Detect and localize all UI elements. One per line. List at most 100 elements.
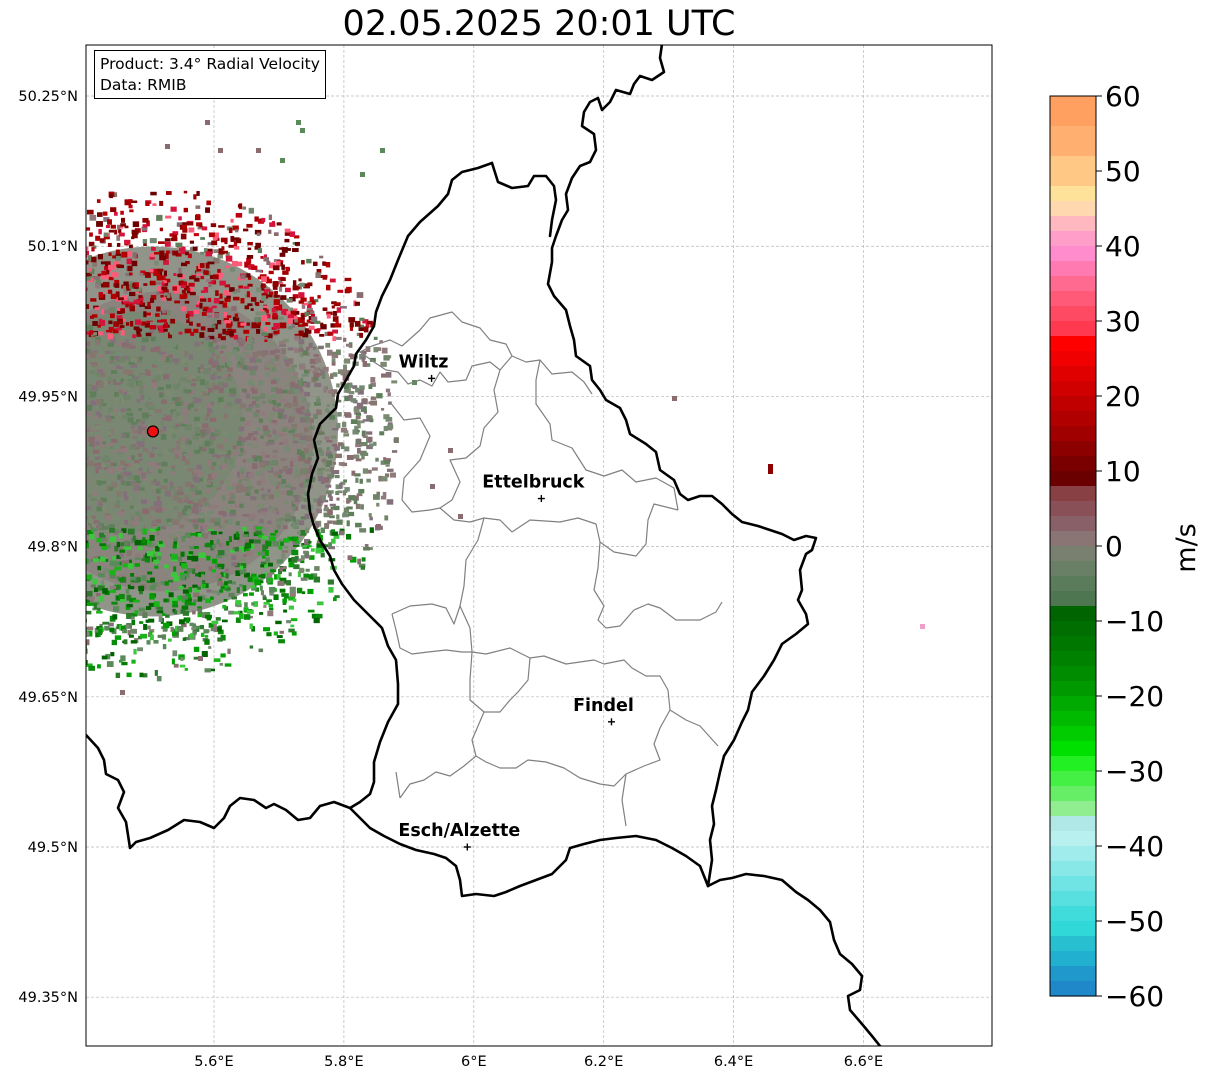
canton-boundary-wiltz-diekirch [439,369,501,509]
colorbar-segment [1050,801,1096,817]
colorbar-segment [1050,486,1096,502]
colorbar-segment [1050,786,1096,802]
colorbar-segment [1050,606,1096,622]
canton-boundary-capellen [391,613,472,655]
colorbar-segment [1050,846,1096,862]
border-lux-be [306,161,494,810]
lat-tick-label: 49.65°N [18,690,78,706]
national-borders [86,45,882,1046]
lon-tick-label: 6.6°E [844,1054,883,1070]
lat-tick-label: 49.35°N [18,990,78,1006]
border-lux-de-north [546,45,818,888]
city-esch-alzette: Esch/Alzette [398,821,520,851]
lat-tick-label: 49.95°N [18,389,78,405]
canton-boundary-south-2 [484,657,531,713]
colorbar-segment [1050,201,1096,217]
canton-boundary-southwest [395,771,401,799]
colorbar-segment [1050,651,1096,667]
colorbar-unit-label: m/s [1171,523,1202,572]
canton-boundary-center [459,517,633,669]
colorbar-segment [1050,816,1096,832]
colorbar-tick-label: 10 [1105,455,1141,488]
border-lux-north-top [490,161,558,238]
canton-boundary-diekirch-east [535,359,679,511]
colorbar-segment [1050,591,1096,607]
colorbar-segment [1050,876,1096,892]
colorbar-segment [1050,336,1096,352]
colorbar-segment [1050,351,1096,367]
colorbar-segment [1050,471,1096,487]
colorbar-segment [1050,126,1096,157]
lat-tick-label: 50.1°N [28,239,78,255]
canton-boundary-clervaux-vianden [511,355,593,395]
colorbar-segment [1050,96,1096,127]
city-findel: Findel [573,696,634,726]
map-layer: Wiltz Ettelbruck Findel Esch/Alzette [86,45,925,1046]
canton-boundary-remich [631,667,719,747]
colorbar-segment [1050,186,1096,202]
colorbar-segment [1050,756,1096,772]
longitude-labels: 5.6°E 5.8°E 6°E 6.2°E 6.4°E 6.6°E [194,1054,883,1070]
colorbar-segment [1050,696,1096,712]
colorbar-segment [1050,636,1096,652]
colorbar-segment [1050,441,1096,457]
colorbar-tick-label: 0 [1105,530,1123,563]
colorbar: 60 50 40 30 20 10 0 −10 −20 −30 −40 −50 −60 m/s [1049,80,1202,1013]
colorbar-tick-label: 50 [1105,155,1141,188]
colorbar-segment [1050,666,1096,682]
lon-tick-label: 6.4°E [714,1054,753,1070]
colorbar-tick-label: −50 [1105,905,1164,938]
lon-tick-label: 5.8°E [324,1054,363,1070]
colorbar-segment [1050,681,1096,697]
canton-boundary-redange [389,401,513,533]
city-ettelbruck: Ettelbruck [482,473,585,503]
colorbar-segment [1050,426,1096,442]
canton-boundary-esch-west [399,755,477,799]
canton-boundary-south-1 [469,651,627,787]
colorbar-segment [1050,831,1096,847]
colorbar-segment [1050,456,1096,472]
colorbar-segment [1050,711,1096,727]
colorbar-segment [1050,381,1096,397]
lon-tick-label: 6°E [461,1054,487,1070]
colorbar-segment [1050,216,1096,232]
colorbar-segment [1050,726,1096,742]
lat-tick-label: 49.8°N [28,540,78,556]
colorbar-tick-label: −60 [1105,980,1164,1013]
colorbar-segment [1050,516,1096,532]
colorbar-segment [1050,396,1096,412]
product-info-box: Product: 3.4° Radial Velocity Data: RMIB [94,50,326,99]
city-label: Wiltz [399,352,449,372]
border-be-fr-west [86,733,352,850]
colorbar-segment [1050,771,1096,787]
colorbar-tick-label: 30 [1105,305,1141,338]
latitude-labels: 50.25°N 50.1°N 49.95°N 49.8°N 49.65°N 49.5°N 4… [18,89,78,1006]
map-frame [85,44,993,1047]
colorbar-segment [1050,891,1096,907]
colorbar-segment [1050,246,1096,262]
colorbar-segment [1050,291,1096,307]
colorbar-tick-label: 20 [1105,380,1141,413]
colorbar-segment [1050,366,1096,382]
lat-tick-label: 49.5°N [28,840,78,856]
city-markers: Wiltz Ettelbruck Findel Esch/Alzette [398,352,634,851]
colorbar-segment [1050,231,1096,247]
colorbar-segment [1050,966,1096,982]
colorbar-tick-label: −40 [1105,830,1164,863]
colorbar-segment [1050,861,1096,877]
border-fr-de-south [706,872,882,1046]
lat-tick-label: 50.25°N [18,89,78,105]
colorbar-segment [1050,306,1096,322]
canton-boundaries [359,311,723,827]
colorbar-tick-label: −10 [1105,605,1164,638]
colorbar-segment [1050,411,1096,427]
city-wiltz: Wiltz [399,352,449,382]
product-label: Product: 3.4° Radial Velocity [100,55,320,73]
colorbar-segment [1050,906,1096,922]
radar-site-marker [146,425,160,438]
colorbar-tick-label: −20 [1105,680,1164,713]
colorbar-segment [1050,156,1096,187]
canton-boundary-west [391,603,461,625]
